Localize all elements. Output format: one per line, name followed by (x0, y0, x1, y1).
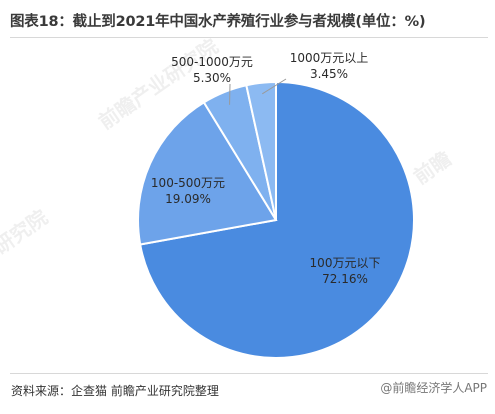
pie-slices (137, 80, 415, 359)
slice-100-500-value-label: 19.09% (165, 192, 211, 206)
pie-labels: 100万元以下 72.16% 100-500万元 19.09% 500-1000万元 5.… (151, 51, 381, 286)
svg-text:研究院: 研究院 (0, 205, 52, 259)
slice-100-500 (137, 100, 278, 246)
slice-100-below-value-label: 72.16% (322, 272, 368, 286)
slice-500-1000-value-label: 5.30% (193, 71, 231, 85)
svg-text:前瞻: 前瞻 (409, 146, 456, 189)
slice-100-below-category-label: 100万元以下 (310, 256, 381, 270)
source-note: 资料来源：企查猫 前瞻产业研究院整理 (11, 384, 219, 398)
source-watermark: @前瞻经济学人APP (380, 381, 487, 395)
slice-1000-above-value-label: 3.45% (310, 67, 348, 81)
slice-1000-above-leader-line (262, 78, 287, 95)
chart-title: 图表18：截止到2021年中国水产养殖行业参与者规模(单位：%) (10, 14, 426, 30)
slice-500-1000-category-label: 500-1000万元 (171, 55, 253, 69)
slice-100-500-category-label: 100-500万元 (151, 176, 225, 190)
slice-1000-above (245, 80, 277, 221)
title-divider (10, 37, 488, 38)
footer-divider (10, 373, 488, 374)
slice-1000-above-category-label: 1000万元以上 (290, 51, 369, 65)
